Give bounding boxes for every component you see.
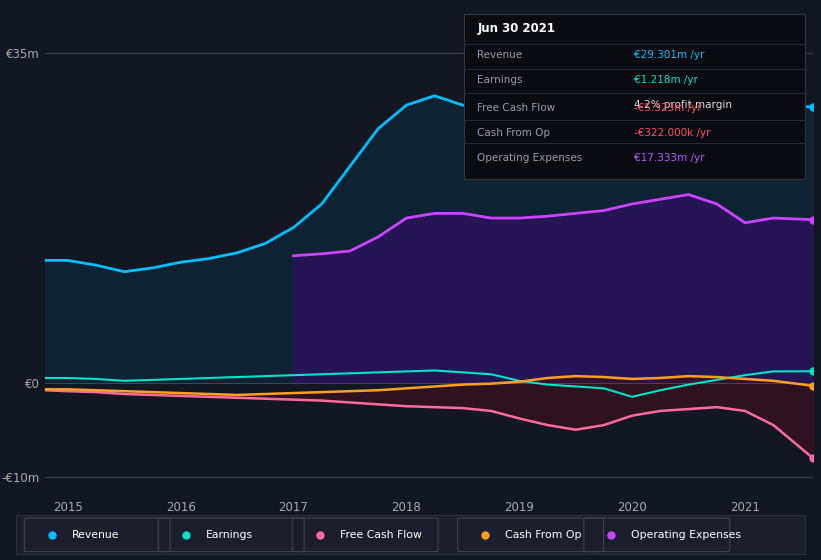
Text: Earnings: Earnings (478, 75, 523, 85)
Text: Cash From Op: Cash From Op (505, 530, 581, 540)
Text: Revenue: Revenue (478, 50, 523, 60)
Text: Cash From Op: Cash From Op (478, 128, 551, 138)
Text: 4.2% profit margin: 4.2% profit margin (635, 100, 732, 110)
Text: €1.218m /yr: €1.218m /yr (635, 75, 698, 85)
Text: €17.333m /yr: €17.333m /yr (635, 153, 704, 163)
Text: Free Cash Flow: Free Cash Flow (478, 103, 556, 113)
Text: Operating Expenses: Operating Expenses (478, 153, 583, 163)
Text: Operating Expenses: Operating Expenses (631, 530, 741, 540)
Text: Revenue: Revenue (71, 530, 119, 540)
Text: -€322.000k /yr: -€322.000k /yr (635, 128, 711, 138)
Text: €29.301m /yr: €29.301m /yr (635, 50, 704, 60)
Text: Earnings: Earnings (205, 530, 253, 540)
Text: Free Cash Flow: Free Cash Flow (340, 530, 421, 540)
Text: Jun 30 2021: Jun 30 2021 (478, 22, 556, 35)
Text: -€5.523m /yr: -€5.523m /yr (635, 103, 702, 113)
